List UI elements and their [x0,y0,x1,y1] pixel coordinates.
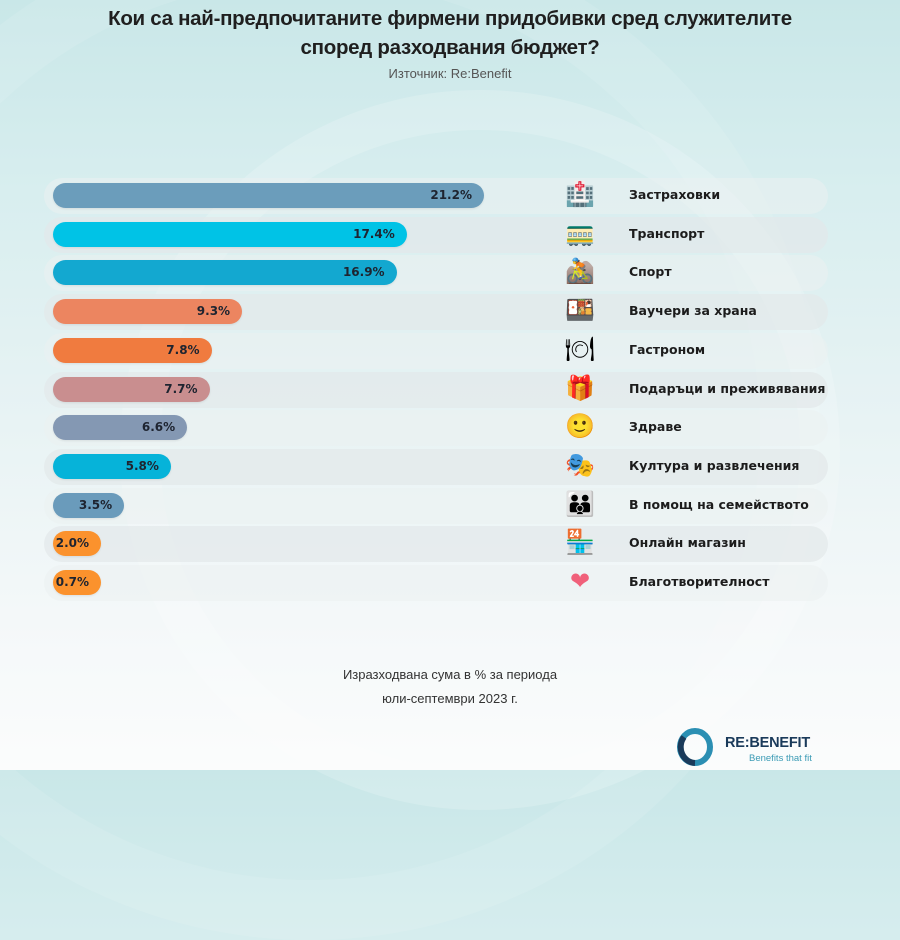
train-icon: 🚃 [565,219,595,247]
plate-cutlery-icon: 🍽 [564,335,596,363]
bar-value-label: 17.4% [353,226,395,241]
bar [53,376,210,402]
bar-chart: 21.2% 🏥 Застраховки 17.4% 🚃 Транспорт 16.9% 🚵 Сп… [44,178,828,601]
bar [53,570,101,595]
category-label: Онлайн магазин [629,535,746,551]
category-label: Спорт [629,264,672,280]
category-label: Здраве [629,419,682,435]
bar-value-label: 7.7% [164,381,198,396]
axis-note-line-2: юли-септември 2023 г. [382,691,518,706]
bar-value-label: 9.3% [196,304,231,319]
logo-name: RE:BENEFIT [725,735,811,751]
bar-value-label: 5.8% [125,458,159,473]
category-label: Ваучери за храна [629,303,757,319]
gift-icon: 🎁 [565,374,595,402]
category-label: В помощ на семейството [629,496,809,512]
row-background [44,448,828,485]
chart-source: Източник: Re:Benefit [388,66,512,81]
bar [53,299,243,325]
category-label: Благотворителност [629,574,770,589]
bar-value-label: 3.5% [78,497,113,512]
bar-value-label: 7.8% [166,342,200,357]
cyclist-icon: 🚵 [565,258,595,286]
bar [53,453,171,479]
logo-tagline: Benefits that fit [749,753,812,764]
bar [53,337,212,363]
chart-title: Кои са най-предпочитаните фирмени придоб… [0,4,900,62]
bar [53,415,188,441]
bento-box-icon: 🍱 [565,297,595,325]
theater-masks-icon: 🎭 [565,451,595,479]
bar [53,531,101,557]
shop-icon: 🏪 [565,529,595,557]
bar [53,221,407,247]
bar [53,183,484,208]
row-background [44,487,828,524]
bar-value-label: 6.6% [141,420,176,435]
rebenefit-logo: RE:BENEFIT Benefits that fit [676,727,846,767]
bar-value-label: 2.0% [55,536,89,551]
category-label: Култура и развлечения [629,457,800,473]
category-label: Транспорт [629,225,705,241]
heart-icon: ❤ [569,568,591,595]
smiley-icon: 🙂 [565,413,595,441]
row-background [44,526,828,563]
family-icon: 👪 [565,490,595,518]
category-label: Гастроном [629,341,706,357]
bar-value-label: 16.9% [342,265,385,280]
category-label: Подаръци и преживявания [629,380,826,396]
axis-note-line-1: Изразходвана сума в % за периода [342,667,558,682]
chart-title-line-1: Кои са най-предпочитаните фирмени придоб… [108,7,792,30]
row-background [44,565,828,601]
bar [53,260,397,286]
logo-ring-icon [677,728,713,766]
category-label: Застраховки [629,187,721,202]
bar-value-label: 0.7% [55,575,89,589]
bar [53,492,125,518]
bar-value-label: 21.2% [430,188,472,202]
hospital-icon: 🏥 [565,181,595,208]
chart-title-line-2: според разходвания бюджет? [300,36,600,59]
